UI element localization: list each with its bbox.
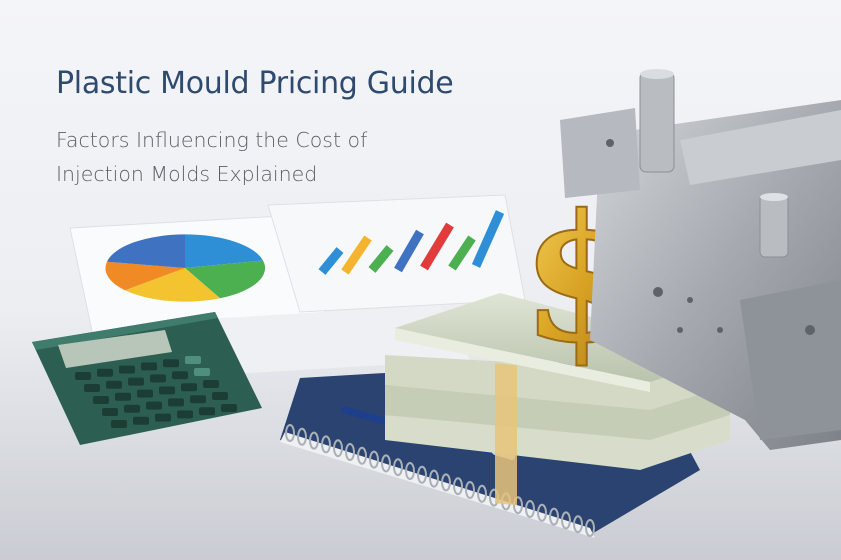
calculator-key (185, 356, 201, 364)
spiral-ring (285, 424, 295, 442)
spiral-ring (585, 519, 595, 537)
bar (341, 235, 372, 275)
calculator-key (212, 392, 228, 400)
spiral-ring (333, 439, 343, 458)
bar-chart-document (267, 194, 526, 313)
calculator-key (181, 383, 197, 392)
spiral-ring (417, 465, 427, 484)
calculator-key (168, 398, 184, 407)
page-title: Plastic Mould Pricing Guide (56, 66, 454, 101)
calculator-key (128, 377, 144, 386)
spiral-ring (405, 462, 415, 480)
calculator (32, 312, 262, 445)
calculator-key (150, 374, 166, 383)
spiral-ring (297, 427, 307, 446)
calculator-key (93, 396, 109, 404)
calculator-key (163, 359, 179, 368)
spiral-ring (381, 454, 391, 473)
spiral-ring (477, 484, 487, 503)
spiral-ring (453, 477, 463, 496)
spiral-ring (561, 511, 571, 530)
calculator-key (199, 407, 215, 416)
spiral-ring (465, 481, 475, 499)
calculator-key (84, 384, 100, 392)
spiral-ring (441, 473, 451, 492)
calculator-key (133, 416, 149, 425)
spiral-ring (357, 446, 367, 465)
pie-slice (125, 268, 220, 302)
calculator-key (137, 389, 153, 398)
injection-mold (560, 69, 841, 450)
spiral-ring (525, 500, 535, 518)
bar (394, 229, 424, 273)
spiral-ring (345, 443, 355, 461)
guide-pillar (639, 71, 675, 173)
calculator-keypad (75, 356, 237, 428)
calculator-key (159, 386, 175, 395)
calculator-key (172, 371, 188, 380)
spiral-ring (573, 515, 583, 534)
calculator-key (119, 365, 135, 374)
spiral-ring (429, 469, 439, 488)
calculator-key (124, 404, 140, 413)
calculator-key (115, 392, 131, 401)
calculator-key (111, 420, 127, 428)
spiral-ring (549, 507, 559, 526)
pie-slice (105, 261, 185, 291)
bar (448, 235, 476, 271)
spiral-ring (537, 503, 547, 522)
bar (420, 222, 454, 271)
calculator-key (97, 368, 113, 377)
spiral-ring (513, 496, 523, 515)
subtitle-line-2: Injection Molds Explained (56, 162, 318, 186)
bar (368, 245, 394, 273)
calculator-key (75, 372, 91, 380)
calculator-key (106, 380, 122, 389)
spiral-ring (309, 431, 319, 450)
money-band (495, 363, 517, 506)
spiral-ring (321, 435, 331, 454)
calculator-key (177, 410, 193, 419)
calculator-key (155, 413, 171, 422)
calculator-display (58, 330, 172, 368)
notebook-spiral (285, 424, 595, 537)
spiral-ring (393, 458, 403, 477)
calculator-key (190, 395, 206, 404)
calculator-key (194, 368, 210, 376)
calculator-key (146, 401, 162, 410)
pie-slice (107, 234, 185, 268)
bar (471, 210, 505, 268)
bar (318, 247, 344, 275)
pie-slice (185, 260, 266, 299)
calculator-key (102, 408, 118, 416)
pie-slice (185, 234, 263, 268)
spiral-ring (369, 450, 379, 469)
guide-pillar (759, 194, 789, 258)
subtitle-line-1: Factors Influencing the Cost of (56, 128, 368, 152)
calculator-key (221, 404, 237, 412)
calculator-key (141, 362, 157, 371)
calculator-key (203, 380, 219, 388)
